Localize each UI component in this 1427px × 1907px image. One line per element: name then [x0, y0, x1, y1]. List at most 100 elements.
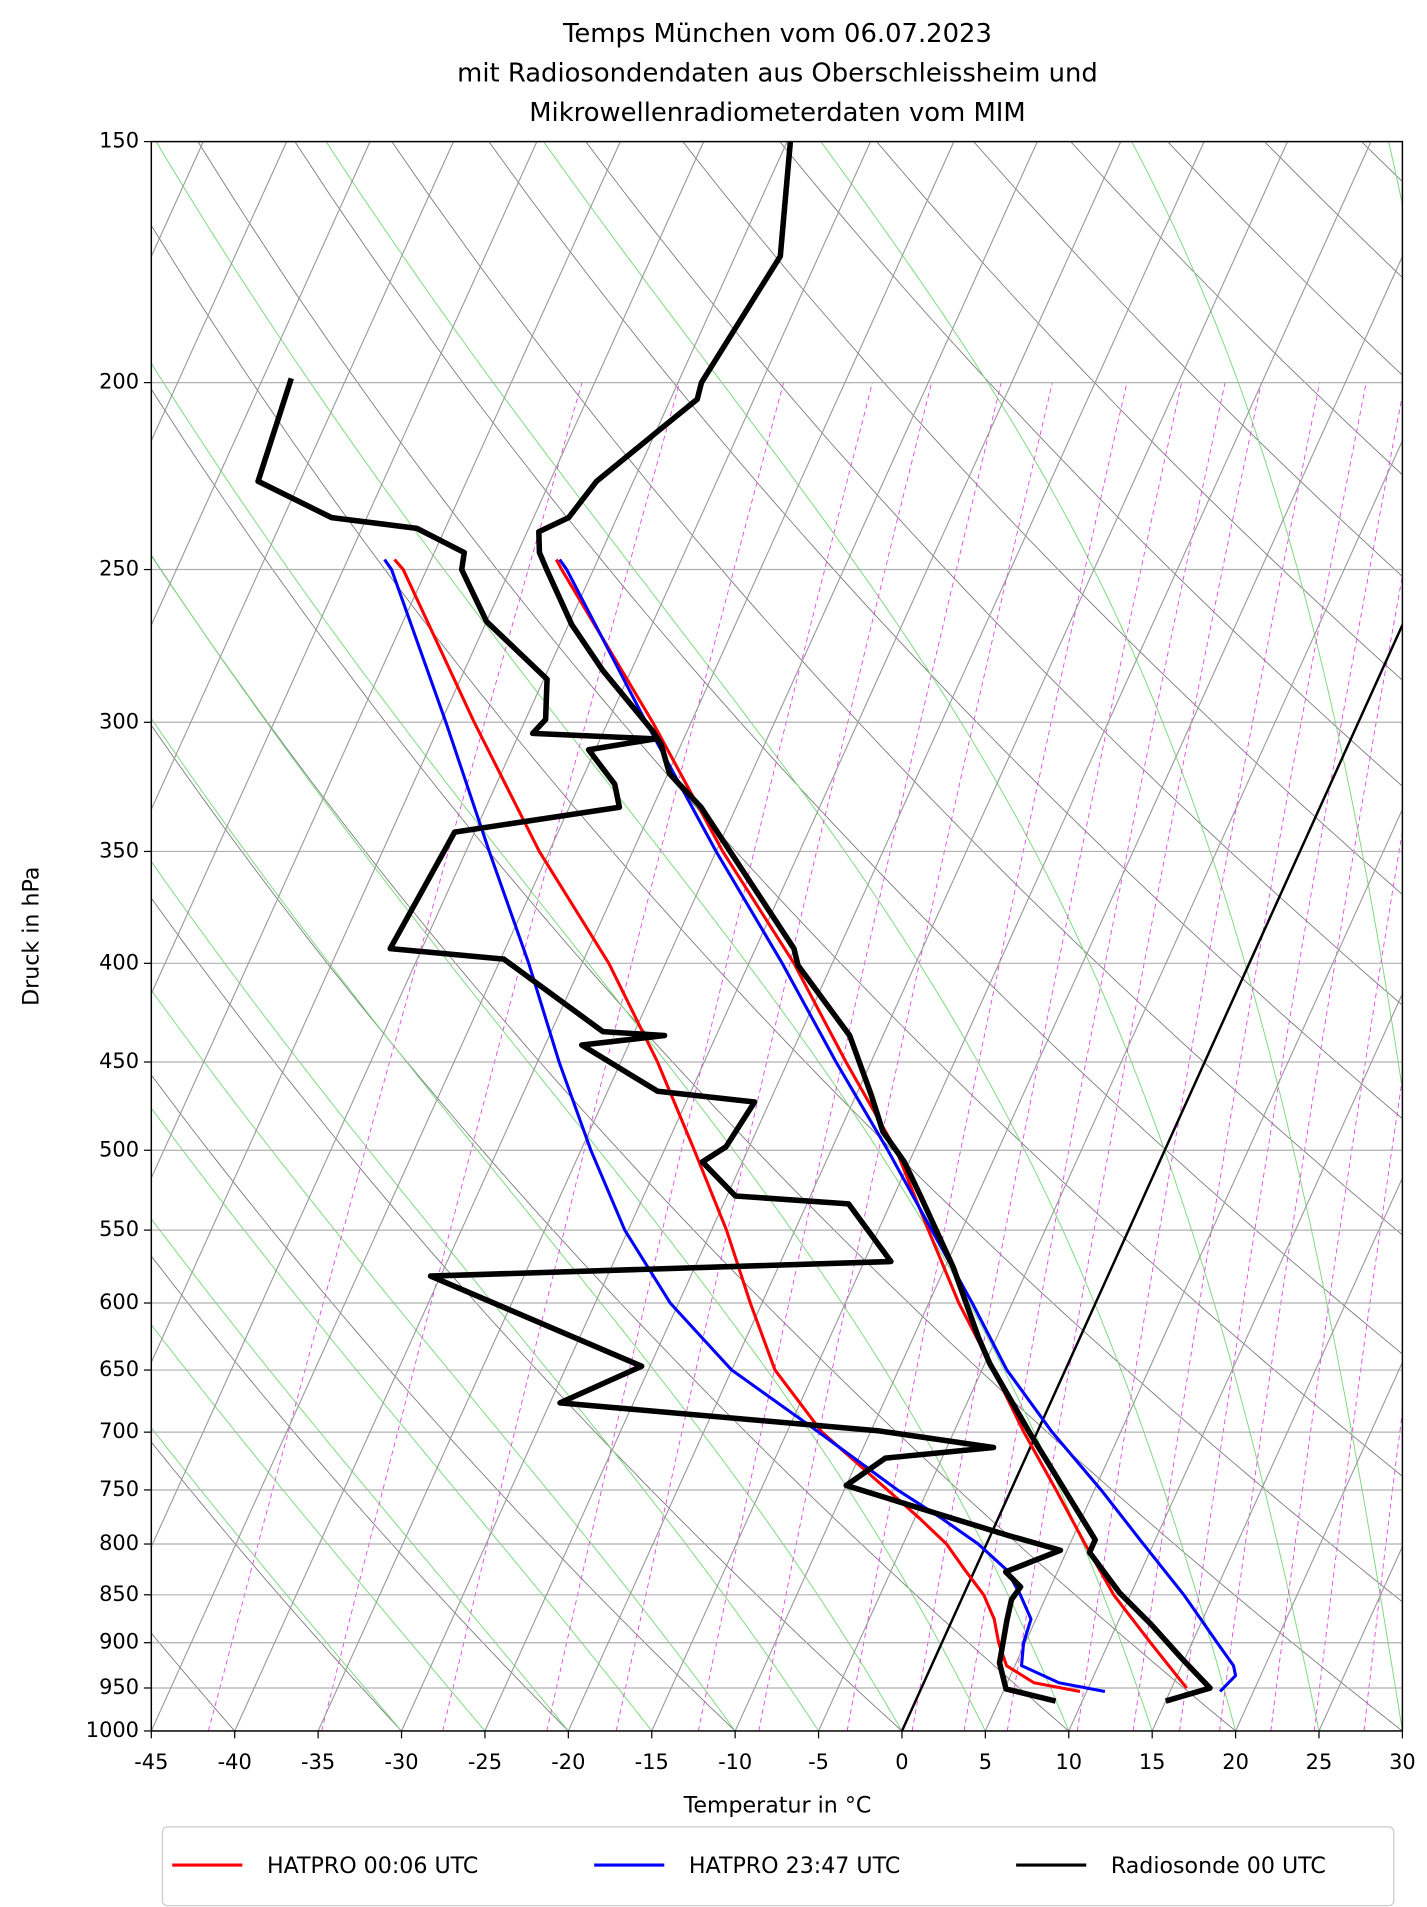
chart-title: Mikrowellenradiometerdaten vom MIM: [529, 98, 1025, 128]
moist-adiabat: [151, 1218, 569, 1731]
x-tick-label: 20: [1222, 1750, 1249, 1774]
isotherm: [1151, 1176, 1403, 1731]
isotherm: [900, 622, 1403, 1731]
x-tick-label: -40: [218, 1750, 252, 1774]
dewpoint-profile: [255, 377, 1064, 1704]
isotherm: [151, 141, 538, 996]
moist-adiabat: [1131, 141, 1403, 1093]
moist-adiabat: [151, 1324, 486, 1731]
x-tick-label: -35: [301, 1750, 335, 1774]
isotherm: [151, 141, 371, 627]
isotherm: [151, 141, 288, 443]
x-tick-label: -10: [718, 1750, 752, 1774]
y-axis-label: Druck in hPa: [18, 867, 44, 1006]
y-tick-label: 300: [99, 709, 139, 733]
x-tick-label: -30: [384, 1750, 418, 1774]
y-tick-label: 1000: [86, 1718, 139, 1742]
isotherm: [734, 255, 1403, 1731]
x-tick-label: -25: [468, 1750, 502, 1774]
y-tick-label: 700: [99, 1419, 139, 1443]
plot-area: [255, 141, 1238, 1704]
x-axis-label: Temperatur in °C: [683, 1793, 872, 1819]
moist-adiabat: [543, 141, 1320, 1731]
mixing-ratio-line: [1363, 1408, 1403, 1731]
isotherm: [818, 439, 1403, 1731]
mixing-ratio-line: [758, 382, 1053, 1731]
dewpoint-profile: [393, 558, 1081, 1693]
x-tick-label: -45: [134, 1750, 168, 1774]
dry-adiabat: [151, 1074, 736, 1731]
x-tick-label: 15: [1139, 1750, 1166, 1774]
moist-adiabat: [151, 717, 903, 1731]
isotherm: [151, 141, 621, 1180]
isotherm: [151, 141, 872, 1731]
x-tick-label: 25: [1306, 1750, 1333, 1774]
dry-adiabat: [294, 141, 1403, 1355]
isotherm: [984, 808, 1403, 1731]
isotherm: [1235, 1360, 1403, 1731]
y-tick-label: 950: [99, 1675, 139, 1699]
plot-frame: [150, 140, 1404, 1732]
moist-adiabat: [151, 989, 736, 1731]
isotherm: [234, 141, 955, 1731]
y-tick-label: 900: [99, 1630, 139, 1654]
y-tick-label: 150: [99, 129, 139, 153]
isotherm: [401, 141, 1122, 1731]
temperature-profile: [536, 141, 1213, 1704]
y-tick-label: 650: [99, 1357, 139, 1381]
chart-title: Temps München vom 06.07.2023: [562, 19, 992, 49]
dry-adiabat: [488, 141, 1403, 1120]
y-tick-label: 500: [99, 1137, 139, 1161]
y-tick-label: 800: [99, 1531, 139, 1555]
x-tick-label: -20: [551, 1750, 585, 1774]
x-tick-label: 10: [1055, 1750, 1082, 1774]
moist-adiabat: [151, 1427, 402, 1731]
grid: [151, 141, 1403, 1731]
moist-adiabat: [155, 141, 1153, 1731]
isotherm: [567, 141, 1289, 1731]
y-tick-label: 600: [99, 1290, 139, 1314]
legend-label: HATPRO 23:47 UTC: [689, 1853, 900, 1879]
mixing-ratio-line: [846, 382, 1128, 1731]
dry-adiabat: [151, 1255, 569, 1731]
moist-adiabat: [151, 860, 819, 1731]
dry-adiabat: [197, 141, 1403, 1477]
legend-label: Radiosonde 00 UTC: [1111, 1853, 1326, 1879]
y-tick-label: 350: [99, 838, 139, 862]
dry-adiabat: [151, 224, 1403, 1603]
x-tick-label: 5: [979, 1750, 992, 1774]
x-tick-label: -15: [635, 1750, 669, 1774]
chart-title: mit Radiosondendaten aus Oberschleisshei…: [457, 58, 1098, 88]
dry-adiabat: [585, 141, 1403, 1006]
y-tick-label: 200: [99, 370, 139, 394]
moist-adiabat: [325, 141, 1237, 1731]
axes: 1502002503003504004505005506006507007508…: [86, 129, 1416, 1774]
dry-adiabat: [151, 1441, 402, 1731]
legend: HATPRO 00:06 UTC HATPRO 23:47 UTC Radioson…: [172, 1853, 1326, 1879]
y-tick-label: 550: [99, 1217, 139, 1241]
isotherm: [151, 141, 788, 1548]
isotherm: [1068, 992, 1403, 1731]
y-tick-label: 400: [99, 950, 139, 974]
dry-adiabat: [682, 141, 1403, 896]
isotherm: [151, 141, 454, 811]
isotherm: [317, 141, 1038, 1731]
x-tick-label: 0: [895, 1750, 908, 1774]
dry-adiabat: [391, 141, 1403, 1236]
mixing-ratio-line: [615, 382, 933, 1731]
isotherm: [484, 141, 1205, 1731]
moist-adiabat: [820, 141, 1403, 1731]
isotherm: [651, 141, 1372, 1731]
legend-label: HATPRO 00:06 UTC: [267, 1853, 478, 1879]
mixing-ratio-line: [546, 382, 873, 1731]
moist-adiabat: [151, 1107, 653, 1731]
y-tick-label: 750: [99, 1477, 139, 1501]
y-tick-label: 850: [99, 1582, 139, 1606]
y-tick-label: 450: [99, 1049, 139, 1073]
dewpoint-profile: [383, 558, 1106, 1693]
dry-adiabat: [151, 724, 1070, 1731]
temperature-profile: [558, 558, 1238, 1693]
